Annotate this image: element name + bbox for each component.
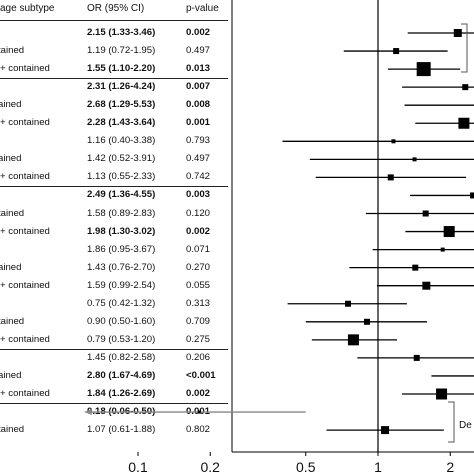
group-bracket bbox=[461, 23, 468, 73]
or-marker bbox=[387, 174, 394, 181]
or-marker bbox=[458, 117, 470, 129]
or-marker bbox=[393, 48, 400, 55]
or-marker bbox=[345, 300, 352, 307]
row-pvalue: 0.206 bbox=[186, 351, 211, 363]
row-or-ci: 1.07 (0.61-1.88) bbox=[87, 424, 156, 436]
or-marker bbox=[364, 318, 371, 325]
or-marker bbox=[391, 139, 396, 144]
row-pvalue: 0.071 bbox=[186, 243, 211, 255]
or-marker bbox=[462, 84, 469, 91]
row-or-ci: 2.31 (1.26-4.24) bbox=[87, 81, 156, 93]
row-or-ci: 2.49 (1.36-4.55) bbox=[87, 189, 156, 201]
row-label: + contained bbox=[0, 388, 50, 399]
x-tick-label: 2 bbox=[446, 459, 454, 474]
row-pvalue: 0.313 bbox=[186, 297, 211, 309]
row-or-ci: 1.86 (0.95-3.67) bbox=[87, 243, 156, 255]
row-label: ained bbox=[0, 99, 22, 111]
row-label: tained bbox=[0, 45, 25, 57]
row-pvalue: 0.055 bbox=[186, 279, 211, 291]
row-pvalue: 0.497 bbox=[186, 153, 211, 165]
or-marker bbox=[381, 426, 390, 435]
or-marker bbox=[443, 226, 455, 238]
row-or-ci: 1.55 (1.10-2.20) bbox=[87, 63, 156, 75]
row-label: + contained bbox=[0, 63, 50, 75]
row-pvalue: 0.013 bbox=[186, 63, 211, 75]
annotation-label: De bbox=[459, 420, 472, 431]
or-marker bbox=[197, 410, 201, 414]
row-label: tained bbox=[0, 424, 25, 436]
group-separator bbox=[0, 78, 228, 80]
row-pvalue: 0.002 bbox=[186, 388, 211, 399]
header-pvalue: p-value bbox=[186, 3, 219, 14]
x-tick-label: 0.5 bbox=[296, 459, 316, 474]
or-marker bbox=[470, 192, 474, 199]
x-tick-label: 1 bbox=[374, 459, 382, 474]
row-pvalue: 0.275 bbox=[186, 333, 211, 345]
row-label: + contained bbox=[0, 171, 50, 183]
row-label: + contained bbox=[0, 279, 50, 291]
row-pvalue: 0.007 bbox=[186, 81, 211, 93]
or-marker bbox=[416, 62, 431, 77]
or-marker bbox=[422, 281, 431, 290]
header-rule bbox=[0, 20, 228, 21]
header-or: OR (95% CI) bbox=[87, 3, 145, 14]
or-marker bbox=[347, 334, 359, 346]
row-or-ci: 1.19 (0.72-1.95) bbox=[87, 45, 156, 57]
row-pvalue: 0.793 bbox=[186, 135, 211, 147]
row-or-ci: 2.15 (1.33-3.46) bbox=[87, 27, 156, 38]
row-or-ci: 2.80 (1.67-4.69) bbox=[87, 369, 156, 381]
row-or-ci: 1.98 (1.30-3.02) bbox=[87, 225, 156, 237]
group-separator bbox=[0, 186, 228, 188]
row-or-ci: 1.13 (0.55-2.33) bbox=[87, 171, 156, 183]
row-or-ci: 1.58 (0.89-2.83) bbox=[87, 207, 156, 219]
row-or-ci: 1.42 (0.52-3.91) bbox=[87, 153, 156, 165]
x-tick-label: 0.1 bbox=[128, 459, 148, 474]
group-separator bbox=[0, 348, 228, 350]
or-marker bbox=[413, 354, 420, 361]
row-or-ci: 1.59 (0.99-2.54) bbox=[87, 279, 156, 291]
row-pvalue: 0.709 bbox=[186, 315, 211, 327]
or-marker bbox=[412, 157, 417, 162]
row-label: ained bbox=[0, 369, 22, 381]
row-or-ci: 1.16 (0.40-3.38) bbox=[87, 135, 156, 147]
row-pvalue: 0.802 bbox=[186, 424, 211, 436]
row-or-ci: 2.28 (1.43-3.64) bbox=[87, 117, 156, 129]
row-pvalue: 0.002 bbox=[186, 27, 211, 38]
row-pvalue: 0.003 bbox=[186, 189, 211, 201]
row-pvalue: 0.008 bbox=[186, 99, 211, 111]
row-label: tained bbox=[0, 207, 25, 219]
row-pvalue: 0.120 bbox=[186, 207, 211, 219]
row-label: ained bbox=[0, 153, 22, 165]
or-marker bbox=[422, 210, 429, 217]
row-or-ci: 2.68 (1.29-5.53) bbox=[87, 99, 156, 111]
or-marker bbox=[440, 247, 445, 252]
row-pvalue: 0.742 bbox=[186, 171, 211, 183]
row-label: ained bbox=[0, 261, 22, 273]
or-marker bbox=[453, 29, 462, 37]
row-or-ci: 1.45 (0.82-2.58) bbox=[87, 351, 156, 363]
row-pvalue: 0.270 bbox=[186, 261, 211, 273]
row-label: + contained bbox=[0, 117, 50, 129]
row-or-ci: 0.90 (0.50-1.60) bbox=[87, 315, 156, 327]
row-pvalue: 0.001 bbox=[186, 117, 211, 129]
row-or-ci: 0.75 (0.42-1.32) bbox=[87, 297, 156, 309]
row-pvalue: <0.001 bbox=[186, 369, 216, 381]
group-separator bbox=[0, 403, 228, 405]
header-subtype: age subtype bbox=[0, 3, 55, 14]
row-label: tained bbox=[0, 315, 25, 327]
or-marker bbox=[436, 388, 448, 400]
row-or-ci: 0.79 (0.53-1.20) bbox=[87, 333, 156, 345]
row-or-ci: 1.84 (1.26-2.69) bbox=[87, 388, 156, 399]
row-label: + contained bbox=[0, 333, 50, 345]
or-marker bbox=[412, 264, 419, 271]
results-table: age subtype OR (95% CI) p-value 2.15 (1.… bbox=[0, 0, 232, 474]
group-bracket bbox=[448, 401, 455, 443]
row-or-ci: 1.43 (0.76-2.70) bbox=[87, 261, 156, 273]
x-tick-label: 0.2 bbox=[201, 459, 221, 474]
row-pvalue: 0.002 bbox=[186, 225, 211, 237]
ci-arrow bbox=[84, 409, 92, 416]
row-label: + contained bbox=[0, 225, 50, 237]
row-pvalue: 0.497 bbox=[186, 45, 211, 57]
